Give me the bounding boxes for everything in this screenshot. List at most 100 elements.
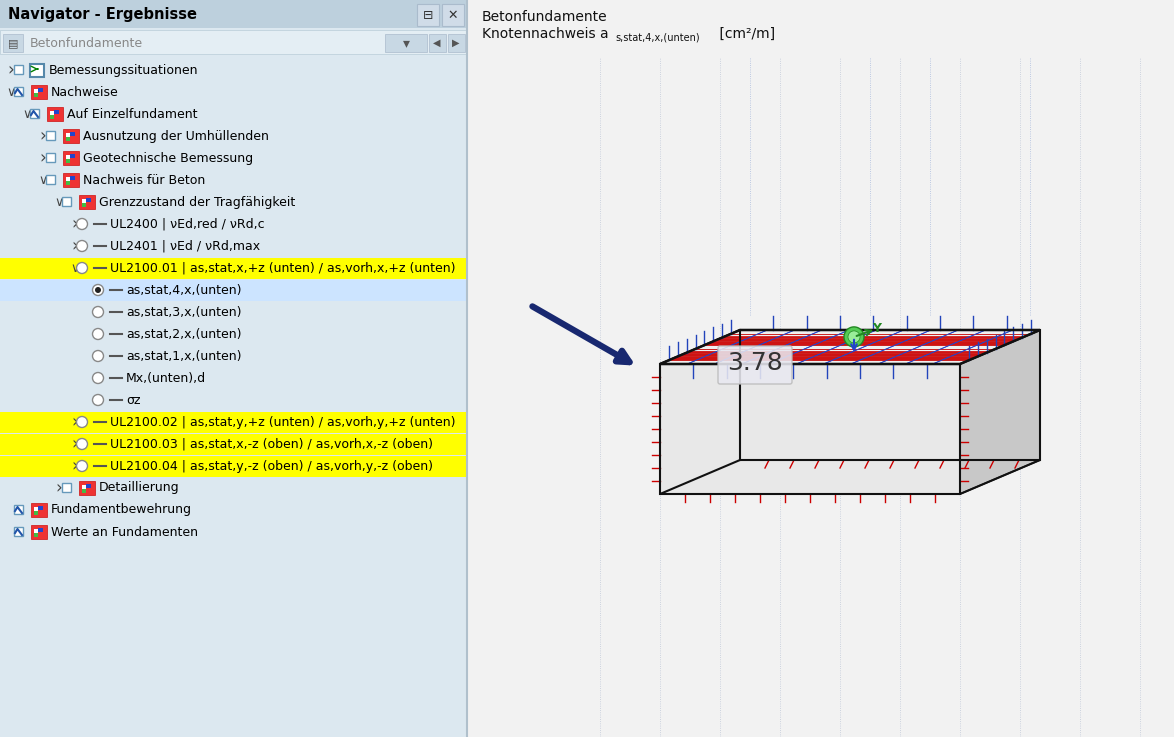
Text: ∨: ∨ xyxy=(22,108,32,121)
Polygon shape xyxy=(703,336,1026,346)
Bar xyxy=(82,485,86,492)
Text: ∨: ∨ xyxy=(39,173,48,186)
Bar xyxy=(63,173,79,187)
Text: Betonfundamente: Betonfundamente xyxy=(483,10,608,24)
Bar xyxy=(66,181,70,185)
Bar xyxy=(86,198,92,202)
Bar xyxy=(46,175,55,184)
Bar xyxy=(63,151,79,165)
Polygon shape xyxy=(660,330,1040,364)
Bar xyxy=(38,88,43,92)
Circle shape xyxy=(93,351,103,362)
Text: Geotechnische Bemessung: Geotechnische Bemessung xyxy=(83,152,254,164)
Bar xyxy=(46,153,55,162)
Bar xyxy=(50,115,54,119)
Bar xyxy=(38,528,43,532)
Bar xyxy=(467,0,1174,737)
Text: Werte an Fundamenten: Werte an Fundamenten xyxy=(50,525,198,539)
Bar xyxy=(429,34,446,52)
Text: ›: › xyxy=(72,435,79,453)
Bar xyxy=(70,176,75,180)
Text: [cm²/m]: [cm²/m] xyxy=(715,27,775,41)
Bar xyxy=(34,89,38,96)
Bar xyxy=(0,0,467,28)
Text: Ausnutzung der Umhüllenden: Ausnutzung der Umhüllenden xyxy=(83,130,269,142)
Bar xyxy=(34,533,38,537)
Polygon shape xyxy=(660,330,740,494)
Bar xyxy=(0,30,467,54)
Text: σz: σz xyxy=(126,394,141,407)
Bar xyxy=(14,87,23,96)
Text: ›: › xyxy=(55,479,62,497)
Text: ▶: ▶ xyxy=(452,38,460,48)
Polygon shape xyxy=(740,330,1040,460)
Text: ›: › xyxy=(7,61,14,79)
Bar xyxy=(14,65,23,74)
Bar xyxy=(70,154,75,158)
Bar xyxy=(14,505,23,514)
Text: Nachweis für Beton: Nachweis für Beton xyxy=(83,173,205,186)
Bar xyxy=(417,4,439,26)
Text: 3.78: 3.78 xyxy=(727,351,783,375)
Bar xyxy=(54,110,59,114)
Text: ∨: ∨ xyxy=(70,262,80,274)
Circle shape xyxy=(76,218,88,229)
Bar xyxy=(0,0,467,737)
Bar xyxy=(79,481,95,495)
Bar xyxy=(4,34,23,52)
Text: ✕: ✕ xyxy=(447,9,458,21)
Circle shape xyxy=(93,329,103,340)
Bar xyxy=(66,137,70,141)
Circle shape xyxy=(844,327,864,347)
Circle shape xyxy=(76,461,88,472)
Bar xyxy=(63,129,79,143)
Bar xyxy=(62,483,70,492)
Circle shape xyxy=(76,439,88,450)
Bar xyxy=(66,155,70,162)
Circle shape xyxy=(93,307,103,318)
Bar xyxy=(82,203,86,207)
Bar xyxy=(70,132,75,136)
Bar xyxy=(448,34,465,52)
Text: Auf Einzelfundament: Auf Einzelfundament xyxy=(67,108,197,121)
Text: as,stat,4,x,(unten): as,stat,4,x,(unten) xyxy=(126,284,242,296)
Text: ›: › xyxy=(40,149,47,167)
Text: UL2400 | νEd,red / νRd,c: UL2400 | νEd,red / νRd,c xyxy=(110,217,264,231)
Text: ◀: ◀ xyxy=(433,38,440,48)
Bar xyxy=(38,506,43,510)
Bar xyxy=(31,525,47,539)
Text: Mx,(unten),d: Mx,(unten),d xyxy=(126,371,207,385)
Bar xyxy=(82,199,86,206)
Text: Betonfundamente: Betonfundamente xyxy=(31,37,143,49)
Bar xyxy=(0,258,467,279)
Bar xyxy=(82,489,86,493)
Bar xyxy=(441,4,464,26)
Polygon shape xyxy=(668,351,991,360)
Bar xyxy=(66,159,70,163)
Text: Bemessungssituationen: Bemessungssituationen xyxy=(49,63,198,77)
Bar xyxy=(0,434,467,455)
Circle shape xyxy=(76,240,88,251)
Circle shape xyxy=(95,287,101,293)
Bar xyxy=(66,133,70,140)
Bar xyxy=(50,111,54,118)
Circle shape xyxy=(93,284,103,296)
Text: Fundamentbewehrung: Fundamentbewehrung xyxy=(50,503,193,517)
Bar xyxy=(34,507,38,514)
Bar xyxy=(86,484,92,488)
Text: ▤: ▤ xyxy=(8,38,19,48)
Bar xyxy=(31,85,47,99)
Text: Knotennachweis a: Knotennachweis a xyxy=(483,27,608,41)
Bar xyxy=(31,64,43,77)
Text: UL2100.03 | as,stat,x,-z (oben) / as,vorh,x,-z (oben): UL2100.03 | as,stat,x,-z (oben) / as,vor… xyxy=(110,438,433,450)
Text: s,stat,4,x,(unten): s,stat,4,x,(unten) xyxy=(615,32,700,42)
Circle shape xyxy=(848,331,861,343)
Bar xyxy=(0,280,467,301)
Text: Y: Y xyxy=(872,322,880,335)
FancyBboxPatch shape xyxy=(718,346,792,384)
Text: ›: › xyxy=(72,457,79,475)
Bar xyxy=(31,503,47,517)
Text: Navigator - Ergebnisse: Navigator - Ergebnisse xyxy=(8,7,197,21)
Text: as,stat,2,x,(unten): as,stat,2,x,(unten) xyxy=(126,327,242,340)
Text: ∨: ∨ xyxy=(6,85,15,99)
